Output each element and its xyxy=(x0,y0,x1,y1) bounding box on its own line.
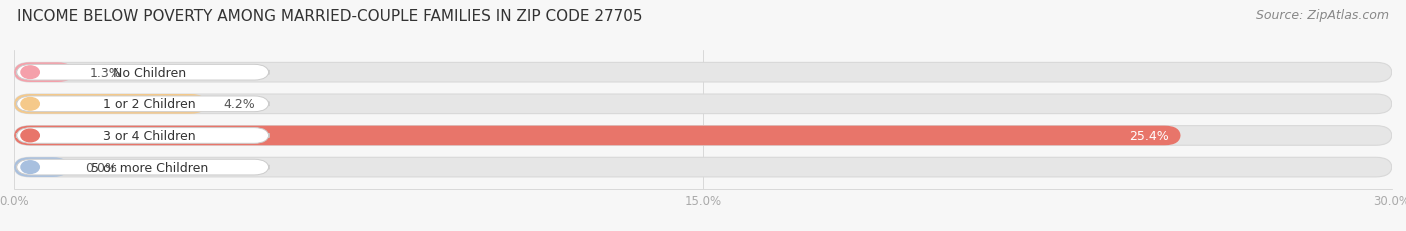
Circle shape xyxy=(21,67,39,79)
FancyBboxPatch shape xyxy=(14,126,1392,146)
Text: Source: ZipAtlas.com: Source: ZipAtlas.com xyxy=(1256,9,1389,22)
Text: INCOME BELOW POVERTY AMONG MARRIED-COUPLE FAMILIES IN ZIP CODE 27705: INCOME BELOW POVERTY AMONG MARRIED-COUPL… xyxy=(17,9,643,24)
Circle shape xyxy=(21,161,39,174)
FancyBboxPatch shape xyxy=(17,65,269,81)
Text: 0.0%: 0.0% xyxy=(86,161,117,174)
Circle shape xyxy=(21,130,39,142)
Text: 1 or 2 Children: 1 or 2 Children xyxy=(103,98,195,111)
FancyBboxPatch shape xyxy=(14,95,1392,114)
FancyBboxPatch shape xyxy=(14,158,69,177)
Text: 3 or 4 Children: 3 or 4 Children xyxy=(103,129,195,142)
Text: 5 or more Children: 5 or more Children xyxy=(91,161,208,174)
FancyBboxPatch shape xyxy=(17,128,269,144)
FancyBboxPatch shape xyxy=(14,95,207,114)
Text: No Children: No Children xyxy=(112,66,186,79)
FancyBboxPatch shape xyxy=(17,97,269,112)
Text: 4.2%: 4.2% xyxy=(224,98,254,111)
FancyBboxPatch shape xyxy=(14,63,73,83)
Text: 1.3%: 1.3% xyxy=(90,66,121,79)
FancyBboxPatch shape xyxy=(14,126,1181,146)
FancyBboxPatch shape xyxy=(17,160,269,175)
Text: 25.4%: 25.4% xyxy=(1129,129,1170,142)
Circle shape xyxy=(21,98,39,111)
FancyBboxPatch shape xyxy=(14,63,1392,83)
FancyBboxPatch shape xyxy=(14,158,1392,177)
